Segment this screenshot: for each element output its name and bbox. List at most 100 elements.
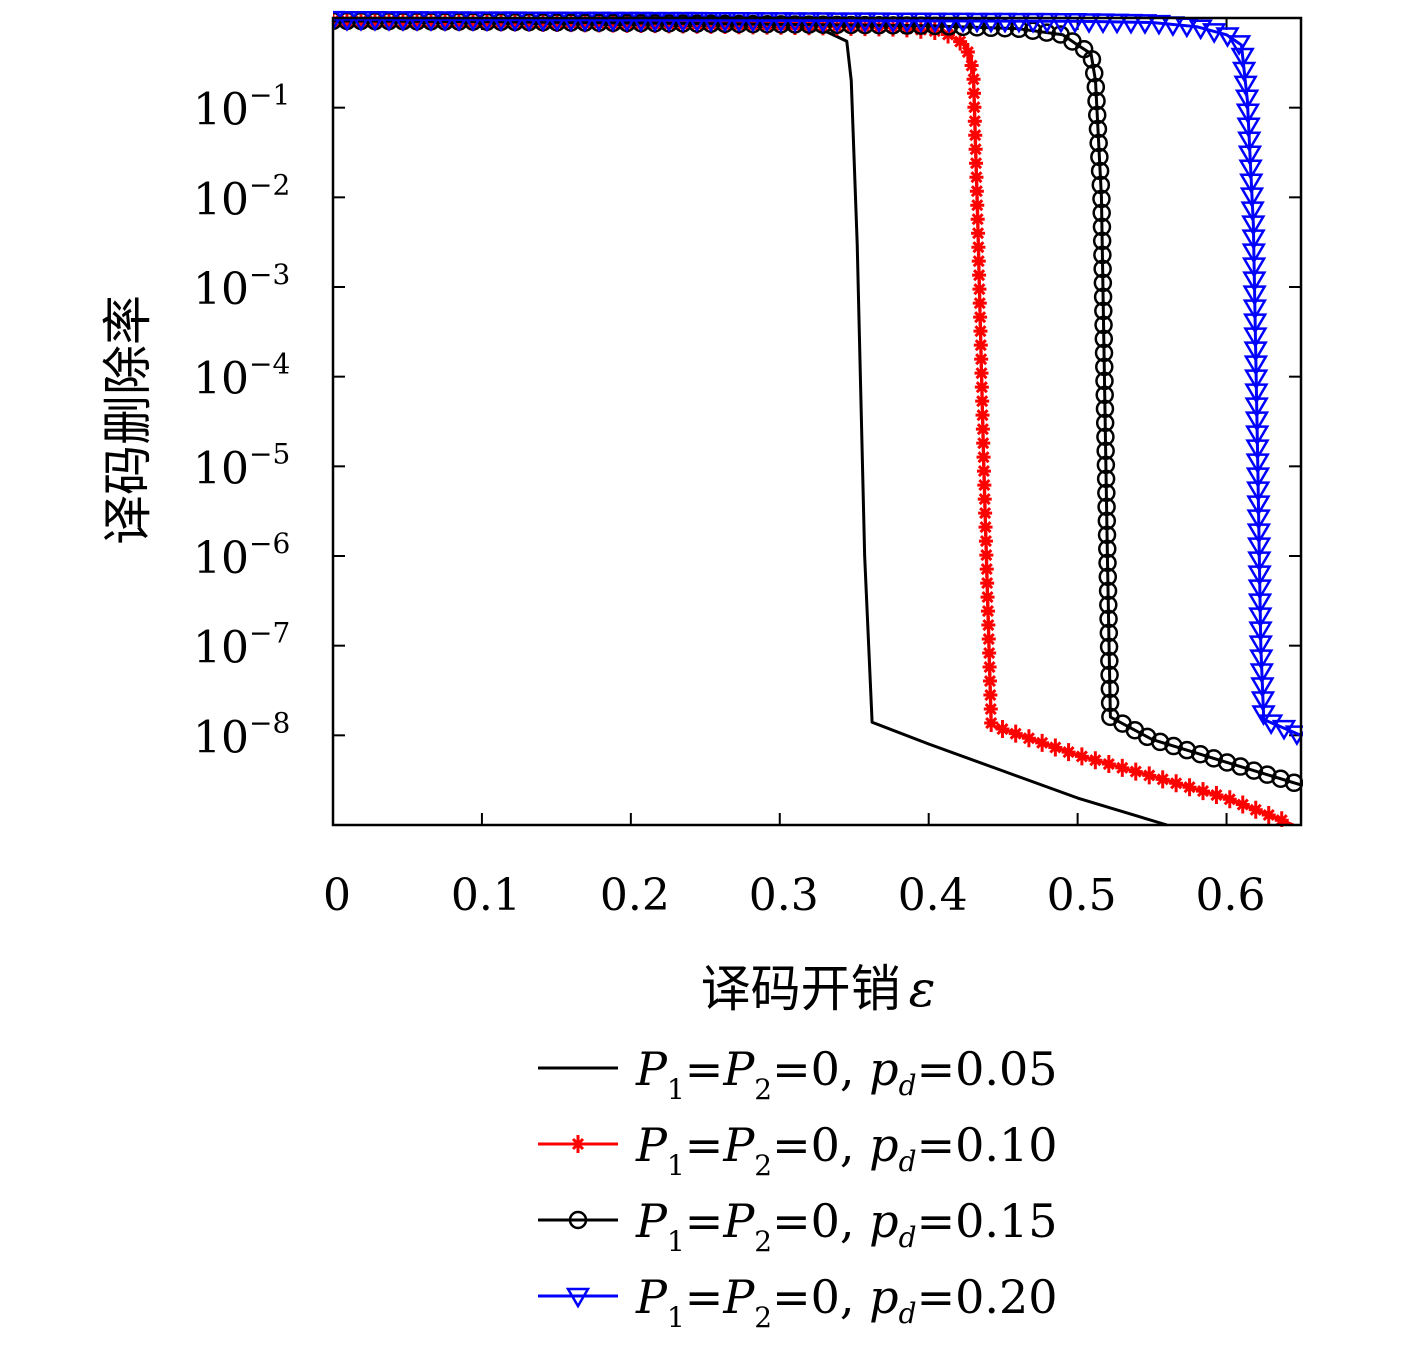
series-marker (981, 630, 996, 649)
series-marker (972, 294, 987, 313)
series-marker (656, 11, 682, 33)
series-marker (1242, 313, 1268, 335)
x-axis-symbol: ε (909, 960, 936, 1018)
series-marker (971, 252, 986, 271)
series-marker (1091, 175, 1111, 195)
legend-P1: P (635, 1270, 668, 1324)
series-marker (1246, 537, 1272, 559)
legend-subd: d (899, 1069, 917, 1102)
series-marker (1088, 119, 1108, 139)
series-marker (857, 18, 872, 37)
series-line (333, 17, 1302, 737)
series-marker (1146, 14, 1172, 36)
series-line (333, 19, 1168, 827)
y-tick-base: 10 (193, 443, 249, 494)
x-axis-title: 译码开销 ε (701, 960, 936, 1018)
series-marker (974, 378, 989, 397)
series-marker (1242, 299, 1268, 321)
legend-P2: P (722, 1118, 755, 1172)
x-tick-label: 0.5 (1047, 870, 1117, 921)
series-marker (1196, 782, 1211, 801)
series-marker (1006, 12, 1032, 34)
legend-eq1: = (685, 1194, 724, 1248)
y-tick-exponent: −4 (249, 348, 290, 381)
series-marker (824, 12, 850, 34)
series-marker (1082, 50, 1102, 69)
series-marker (1274, 811, 1289, 827)
series-marker (1093, 245, 1112, 265)
x-axis-title-text: 译码开销 (701, 960, 901, 1018)
legend-P1: P (635, 1042, 668, 1096)
series-marker (992, 12, 1018, 34)
series-marker (1226, 35, 1252, 56)
series-marker (982, 644, 997, 663)
x-tick-label: 0.1 (451, 870, 521, 921)
legend-p: p (869, 1194, 898, 1248)
series-marker (787, 16, 802, 35)
series-1 (333, 19, 1168, 827)
series-marker (572, 11, 598, 33)
series-marker (1128, 762, 1143, 781)
series-marker (1097, 497, 1116, 517)
series-marker (558, 11, 584, 33)
series-marker (1115, 758, 1130, 777)
series-marker (488, 11, 514, 33)
series-marker (974, 364, 989, 383)
series-marker (628, 11, 654, 33)
series-marker (973, 308, 988, 327)
series-marker (474, 11, 500, 33)
series-marker (684, 11, 710, 33)
x-tick-labels: 0 0.1 0.2 0.3 0.4 0.5 0.6 (323, 870, 1266, 921)
series-marker (1095, 371, 1114, 391)
series-marker (1244, 411, 1270, 433)
series-marker (1098, 567, 1118, 587)
legend-sub2: 2 (754, 1301, 772, 1334)
series-marker (980, 602, 995, 621)
series-marker (1096, 441, 1115, 461)
legend-swatch-marker (565, 1287, 591, 1309)
legend-val: =0.15 (917, 1194, 1058, 1248)
series-marker (843, 17, 858, 36)
series-marker (975, 392, 990, 411)
legend-sub1: 1 (667, 1301, 685, 1334)
legend-P2: P (722, 1270, 755, 1324)
series-marker (1239, 173, 1264, 195)
series-marker (964, 12, 990, 34)
series-marker (1241, 215, 1266, 237)
legend-eq1: = (685, 1118, 724, 1172)
series-marker (1097, 511, 1117, 531)
series-marker (1235, 103, 1261, 125)
series-marker (1092, 203, 1111, 223)
series-marker (1241, 229, 1266, 251)
legend-subd: d (899, 1221, 917, 1254)
series-4 (333, 10, 1303, 747)
series-marker (712, 12, 738, 33)
series-marker (1095, 357, 1114, 377)
series-marker (1132, 14, 1158, 35)
series-marker (973, 336, 988, 355)
legend-swatch-marker (571, 1135, 585, 1153)
legend-val: =0.05 (917, 1042, 1058, 1096)
x-tick-label: 0.3 (749, 870, 819, 921)
series-marker (1245, 453, 1270, 475)
series-marker (502, 11, 528, 33)
series-2 (333, 12, 1295, 827)
series-marker (1245, 425, 1270, 447)
legend-rest: =0, (772, 1118, 869, 1172)
legend-eq1: = (685, 1270, 724, 1324)
legend-sub1: 1 (667, 1149, 685, 1182)
legend-label: P1=P2=0, pd=0.10 (635, 1118, 1058, 1182)
series-marker (1248, 607, 1273, 629)
series-marker (390, 11, 416, 32)
series-marker (871, 18, 886, 37)
series-marker (972, 280, 987, 299)
series-marker (1242, 285, 1267, 307)
series-marker (1090, 147, 1109, 167)
y-tick-base: 10 (193, 85, 249, 136)
series-marker (446, 11, 472, 32)
series-marker (726, 12, 752, 33)
series-3 (333, 11, 1303, 793)
series-marker (1037, 23, 1056, 42)
series-marker (460, 11, 486, 33)
